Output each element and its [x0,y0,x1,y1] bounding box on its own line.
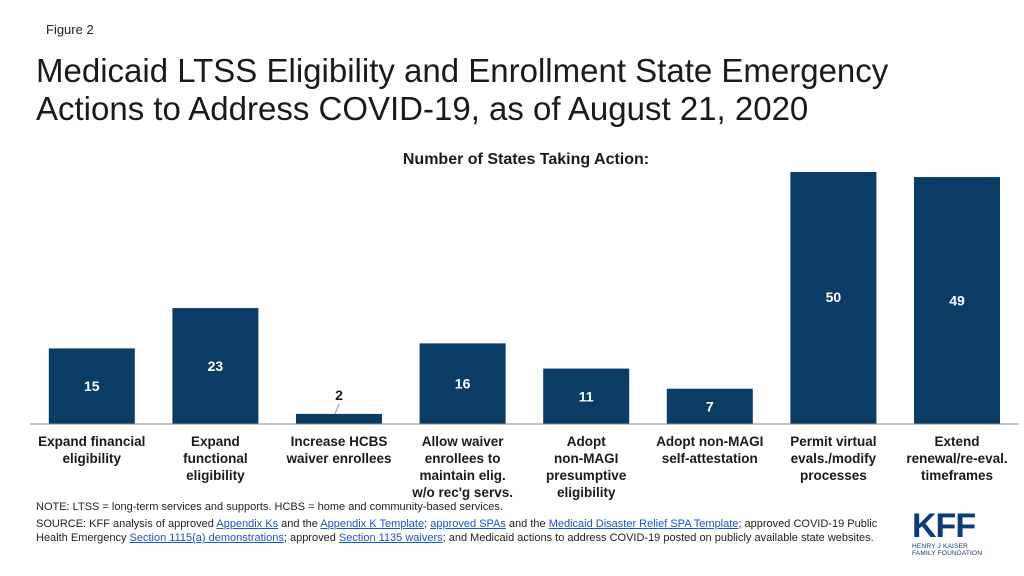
kff-logo: KFF HENRY J KAISER FAMILY FOUNDATION [912,509,1002,557]
bar [172,308,259,424]
bar [419,343,506,424]
bar [914,177,1000,424]
data-label: 49 [949,293,965,309]
source-text-3: ; [424,518,431,530]
category-label: Allow waiver enrollees to maintain elig. w/… [411,434,513,500]
data-label: 7 [706,398,714,414]
source-text-2: and the [278,518,321,530]
bar [543,368,630,424]
link-approved-spas[interactable]: approved SPAs [430,518,506,530]
link-disaster-relief-spa-template[interactable]: Medicaid Disaster Relief SPA Template [548,518,739,530]
chart-title: Number of States Taking Action: [403,151,649,168]
data-label: 50 [826,289,842,305]
source-text-7: ; and Medicaid actions to address COVID-… [442,532,874,544]
leader-line [334,403,340,415]
kff-logo-line2: FAMILY FOUNDATION [912,550,983,557]
data-label: 2 [335,387,343,403]
category-label: Expand functional eligibility [183,434,248,483]
category-label: Adopt non-MAGI self-attestation [656,434,763,466]
data-label: 23 [208,358,224,374]
bar [666,388,753,424]
bar [790,172,877,424]
link-appendix-ks[interactable]: Appendix Ks [216,518,279,530]
category-label: Expand financial eligibility [38,434,145,466]
category-label: Increase HCBS waiver enrollees [285,434,391,466]
bar [296,413,382,424]
data-label: 15 [84,378,100,394]
kff-logo-line1: HENRY J KAISER [912,543,969,550]
figure-label: Figure 2 [46,22,94,37]
source-text-4: and the [505,518,549,530]
link-section-1115a[interactable]: Section 1115(a) demonstrations [129,532,284,544]
data-label: 11 [579,388,594,404]
category-label: Adopt non-MAGI presumptive eligibility [546,434,627,500]
category-label: Extend renewal/re-eval. timeframes [906,434,1007,483]
page-title: Medicaid LTSS Eligibility and Enrollment… [36,52,889,127]
note-text: NOTE: LTSS = long-term services and supp… [36,501,503,513]
source-text-1: SOURCE: KFF analysis of approved [36,518,217,530]
link-section-1135[interactable]: Section 1135 waivers [338,532,443,544]
source-text-6: ; approved [283,532,339,544]
category-label: Permit virtual evals./modify processes [790,434,876,483]
bar-chart: Number of States Taking Action: 15 Expand … [30,151,1019,500]
source-text-5: ; approved COVID-19 Public Health Emerge… [36,518,878,544]
link-appendix-k-template[interactable]: Appendix K Template [320,518,425,530]
bar [48,348,135,424]
source-text: SOURCE: KFF analysis of approved Appendi… [36,517,901,545]
data-label: 16 [455,376,471,392]
kff-logo-mark: KFF [912,507,976,545]
